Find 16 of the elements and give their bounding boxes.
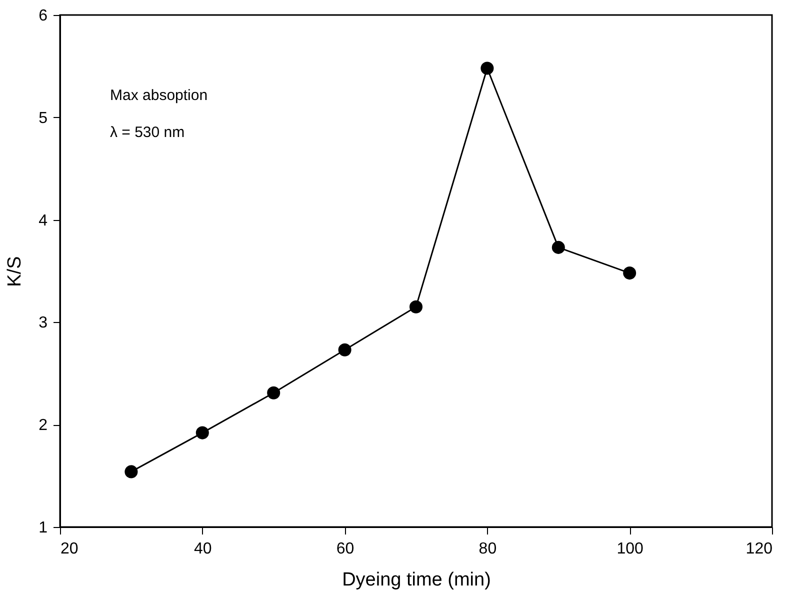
x-axis-title: Dyeing time (min) [342, 570, 491, 590]
x-tick-label: 40 [194, 540, 212, 558]
x-tick-label: 120 [746, 540, 773, 558]
y-tick-label: 4 [38, 212, 48, 230]
y-tick-label: 2 [38, 417, 48, 434]
x-tick-label: 100 [616, 540, 644, 558]
annotation: Max absoption [110, 87, 208, 104]
y-tick-label: 5 [38, 110, 48, 127]
x-tick-label: 80 [478, 540, 497, 558]
y-tick-label: 3 [38, 314, 48, 332]
y-tick-label: 1 [38, 520, 48, 536]
y-tick-label: 6 [38, 8, 48, 24]
y-axis-title: K/S [4, 256, 26, 287]
x-tick-label: 60 [336, 540, 354, 558]
x-tick-label: 20 [60, 540, 78, 558]
annotation: λ = 530 nm [110, 124, 185, 141]
